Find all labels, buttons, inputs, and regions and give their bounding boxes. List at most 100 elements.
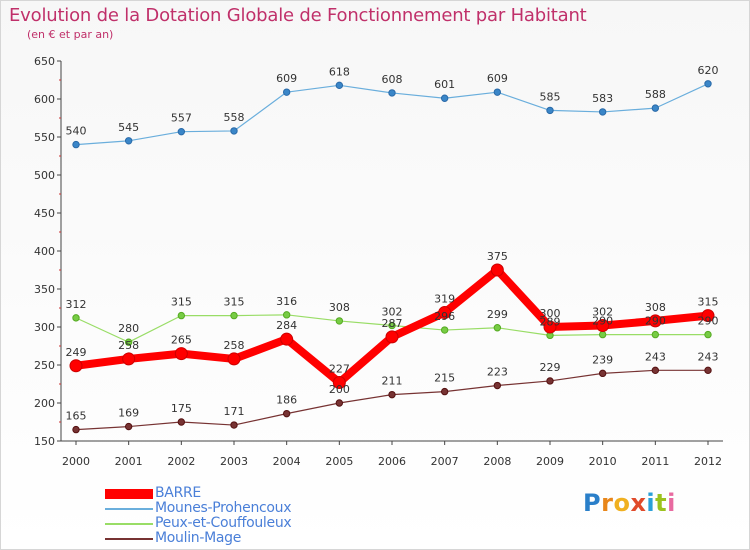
data-label-3: 171 [224, 405, 245, 418]
logo-letter: o [613, 489, 631, 517]
legend-swatch [105, 508, 153, 510]
data-point-2 [388, 321, 396, 330]
data-point-0 [490, 263, 504, 277]
data-label-1: 558 [224, 111, 245, 124]
logo-letter: r [601, 489, 614, 517]
data-label-3: 211 [382, 375, 403, 388]
data-point-2 [282, 311, 291, 319]
data-point-3 [177, 418, 186, 426]
data-point-2 [493, 324, 502, 332]
data-point-2 [598, 330, 607, 339]
data-point-1 [598, 108, 607, 116]
x-tick-label: 2001 [115, 455, 143, 468]
data-label-2: 290 [645, 315, 666, 328]
data-label-1: 588 [645, 88, 666, 101]
data-label-0: 249 [66, 346, 87, 359]
data-point-2 [124, 338, 133, 346]
data-point-1 [651, 104, 660, 112]
data-label-3: 186 [276, 394, 297, 407]
legend-label: Mounes-Prohencoux [155, 500, 292, 516]
data-point-1 [335, 81, 344, 90]
data-point-2 [440, 326, 449, 334]
data-label-3: 165 [66, 410, 87, 423]
data-label-2: 302 [382, 305, 403, 318]
y-tick-label: 250 [34, 359, 55, 372]
data-point-1 [546, 106, 554, 115]
data-label-1: 618 [329, 65, 350, 78]
x-tick-label: 2009 [536, 455, 564, 468]
data-point-3 [598, 369, 607, 378]
data-label-1: 540 [66, 125, 87, 138]
data-label-1: 557 [171, 112, 192, 125]
y-tick-label: 150 [34, 435, 55, 448]
data-point-3 [230, 421, 238, 429]
data-point-1 [177, 127, 186, 136]
data-point-3 [704, 366, 712, 375]
data-point-0 [596, 318, 610, 332]
data-point-1 [388, 89, 396, 97]
data-label-2: 296 [434, 310, 455, 323]
x-tick-label: 2011 [641, 455, 669, 468]
data-point-1 [124, 137, 133, 145]
data-label-2: 315 [171, 296, 192, 309]
data-point-2 [177, 311, 186, 320]
data-label-0: 258 [118, 339, 139, 352]
logo-letter: x [630, 489, 647, 517]
data-label-1: 609 [487, 72, 508, 85]
y-tick-label: 300 [34, 321, 55, 334]
legend-swatch [105, 489, 153, 499]
data-label-1: 620 [698, 64, 719, 77]
x-tick-label: 2012 [694, 455, 722, 468]
legend-label: Peux-et-Couffouleux [155, 515, 292, 531]
data-point-0 [280, 332, 294, 346]
data-label-3: 239 [592, 353, 613, 366]
data-label-0: 308 [645, 301, 666, 314]
data-point-2 [704, 330, 712, 339]
x-tick-label: 2003 [220, 455, 248, 468]
data-point-0 [701, 309, 715, 323]
chart-subtitle: (en € et par an) [27, 28, 114, 41]
data-point-3 [335, 399, 344, 407]
y-tick-label: 400 [34, 245, 55, 258]
data-point-1 [440, 94, 449, 102]
x-tick-label: 2010 [589, 455, 617, 468]
data-point-3 [651, 366, 660, 375]
data-label-1: 545 [118, 121, 139, 134]
y-tick-label: 650 [34, 55, 55, 68]
data-label-1: 608 [382, 73, 403, 86]
x-tick-label: 2008 [483, 455, 511, 468]
y-tick-label: 450 [34, 207, 55, 220]
data-point-3 [493, 381, 502, 390]
data-label-2: 289 [540, 315, 561, 328]
y-tick-label: 500 [34, 169, 55, 182]
data-point-2 [651, 330, 660, 339]
data-label-3: 229 [540, 361, 561, 374]
data-label-1: 609 [276, 72, 297, 85]
chart-title: Evolution de la Dotation Globale de Fonc… [9, 5, 587, 26]
data-label-0: 319 [434, 293, 455, 306]
data-point-0 [543, 320, 557, 334]
data-label-0: 227 [329, 362, 350, 375]
data-label-2: 290 [592, 315, 613, 328]
data-label-0: 265 [171, 334, 192, 347]
data-point-3 [72, 425, 80, 434]
data-label-3: 200 [329, 383, 350, 396]
legend-swatch [105, 523, 153, 525]
y-tick-label: 350 [34, 283, 55, 296]
data-label-2: 299 [487, 308, 508, 321]
data-label-3: 223 [487, 366, 508, 379]
data-point-0 [385, 330, 399, 344]
data-point-0 [227, 352, 241, 366]
data-point-3 [546, 377, 554, 385]
data-label-0: 302 [592, 305, 613, 318]
data-label-0: 287 [382, 317, 403, 330]
logo-letter: P [583, 489, 602, 517]
logo-letter: i [646, 489, 656, 517]
data-point-0 [122, 352, 136, 366]
x-tick-label: 2004 [273, 455, 301, 468]
data-label-3: 215 [434, 372, 455, 385]
data-point-2 [72, 314, 80, 322]
logo-letter: t [655, 489, 668, 517]
data-label-3: 243 [645, 350, 666, 363]
data-label-0: 315 [698, 296, 719, 309]
